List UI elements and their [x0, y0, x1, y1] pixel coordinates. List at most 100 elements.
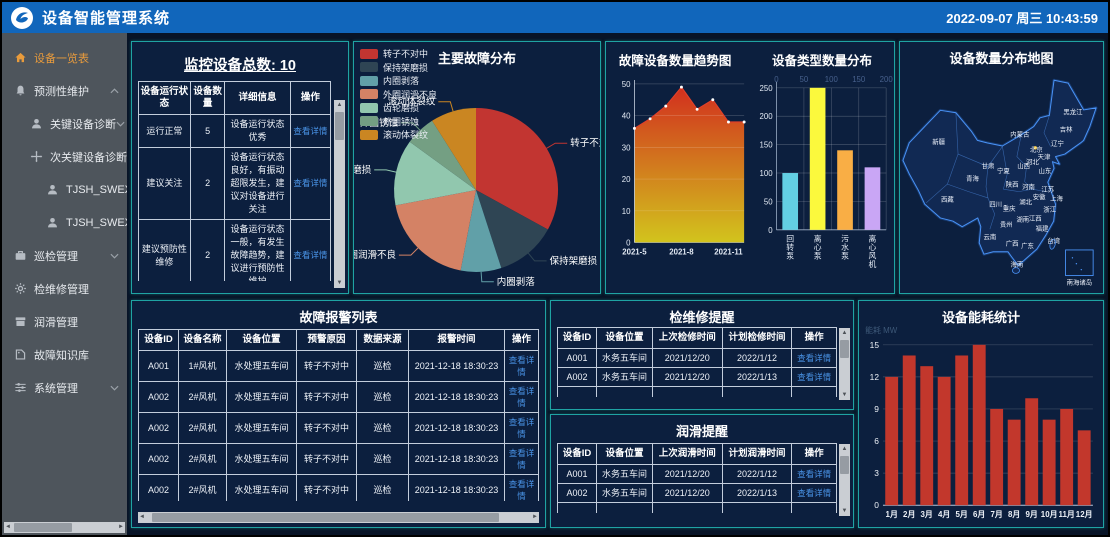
scroll-up-arrow-icon[interactable]: ▲	[336, 102, 343, 108]
scrollbar-track[interactable]	[12, 522, 117, 533]
scrollbar-thumb[interactable]	[151, 513, 499, 522]
bar[interactable]	[920, 366, 934, 506]
map-province-label[interactable]: 湖南	[1016, 215, 1029, 224]
sidebar-item-fault-knowledge-base[interactable]: 故障知识库	[2, 338, 127, 371]
map-province-label[interactable]: 内蒙古	[1010, 130, 1030, 139]
scroll-right-arrow-icon[interactable]: ►	[118, 524, 124, 530]
scroll-down-arrow-icon[interactable]: ▼	[336, 280, 343, 286]
map-province-label[interactable]: 安徽	[1033, 192, 1046, 201]
map-province-label[interactable]: 河北	[1026, 158, 1039, 166]
bar[interactable]	[990, 408, 1004, 506]
scroll-down-arrow-icon[interactable]: ▼	[841, 508, 848, 514]
map-province-label[interactable]: 宁夏	[997, 166, 1010, 175]
scroll-down-arrow-icon[interactable]: ▼	[841, 392, 848, 398]
map-province-label[interactable]: 四川	[989, 201, 1002, 209]
legend-item[interactable]: 转子不对中	[360, 47, 437, 61]
scrollbar-thumb[interactable]	[13, 523, 72, 532]
lubrication-table-scrollbar[interactable]: ▲ ▼	[839, 444, 850, 516]
scrollbar-track[interactable]	[146, 512, 531, 523]
map-province-label[interactable]: 福建	[1036, 223, 1049, 232]
map-province-label[interactable]: 甘肃	[982, 161, 995, 170]
map-province-label[interactable]: 贵州	[1000, 220, 1013, 229]
pie-slice[interactable]	[476, 190, 548, 268]
legend-item[interactable]: 内圈剥落	[360, 74, 437, 88]
maintenance-table-scrollbar[interactable]: ▲ ▼	[839, 328, 850, 400]
map-province-label[interactable]: 上海	[1050, 193, 1063, 202]
map-province-label[interactable]: 天津	[1038, 153, 1051, 161]
scroll-right-arrow-icon[interactable]: ►	[532, 514, 538, 520]
scrollbar-track[interactable]	[839, 338, 850, 390]
map-province-label[interactable]: 西藏	[941, 195, 954, 204]
bar[interactable]	[837, 150, 853, 230]
scrollbar-thumb[interactable]	[840, 340, 849, 358]
map-province-label[interactable]: 新疆	[932, 137, 945, 146]
sidebar-item-maintenance-management[interactable]: 检维修管理	[2, 272, 127, 305]
pie-slice[interactable]	[394, 141, 476, 206]
pie-slice[interactable]	[460, 190, 502, 272]
view-details-link[interactable]: 查看详情	[508, 479, 535, 501]
bar[interactable]	[1077, 430, 1091, 506]
bar[interactable]	[972, 344, 986, 506]
legend-item[interactable]: 滚动体裂纹	[360, 128, 437, 142]
bar[interactable]	[1025, 398, 1039, 506]
bar[interactable]	[864, 167, 881, 230]
map-province-label[interactable]: 重庆	[1003, 203, 1016, 212]
sidebar-item-lubrication-management[interactable]: 润滑管理	[2, 305, 127, 338]
sidebar-item-predictive-maintenance[interactable]: 预测性维护	[2, 74, 127, 107]
scroll-left-arrow-icon[interactable]: ◄	[5, 524, 11, 530]
bar[interactable]	[809, 87, 826, 230]
sidebar-item-device-tjsh-swex-2[interactable]: TJSH_SWEX_A00	[2, 206, 127, 239]
legend-item[interactable]: 齿轮磨损	[360, 101, 437, 115]
map-province-label[interactable]: 陕西	[1006, 180, 1019, 189]
scrollbar-track[interactable]	[839, 454, 850, 506]
pie-slice[interactable]	[476, 107, 559, 230]
scroll-up-arrow-icon[interactable]: ▲	[841, 446, 848, 452]
sidebar-horizontal-scrollbar[interactable]: ◄ ►	[4, 522, 125, 533]
monitor-table-scrollbar[interactable]: ▲ ▼	[334, 100, 345, 288]
map-province-label[interactable]: 广东	[1021, 241, 1034, 250]
bar[interactable]	[885, 376, 899, 506]
sidebar-item-sub-key-equipment-diagnosis[interactable]: 次关键设备诊断	[2, 140, 127, 173]
map-province-label[interactable]: 北京	[1030, 145, 1043, 154]
view-details-link[interactable]: 查看详情	[797, 353, 832, 363]
view-details-link[interactable]: 查看详情	[293, 125, 328, 136]
scroll-left-arrow-icon[interactable]: ◄	[139, 514, 145, 520]
pie-slice[interactable]	[395, 190, 477, 271]
map-province-label[interactable]: 山东	[1039, 166, 1052, 175]
bar[interactable]	[1007, 419, 1021, 506]
map-province-label[interactable]: 湖北	[1019, 197, 1032, 206]
sidebar-item-key-equipment-diagnosis[interactable]: 关键设备诊断	[2, 107, 127, 140]
legend-item[interactable]: 外圈润滑不良	[360, 88, 437, 102]
bar[interactable]	[1060, 408, 1074, 506]
scrollbar-track[interactable]	[334, 110, 345, 278]
map-province-label[interactable]: 江西	[1029, 214, 1042, 222]
view-details-link[interactable]: 查看详情	[508, 355, 535, 377]
legend-item[interactable]: 外圈锈蚀	[360, 115, 437, 129]
map-province-label[interactable]: 山西	[1017, 161, 1030, 170]
view-details-link[interactable]: 查看详情	[797, 488, 832, 498]
map-province-label[interactable]: 云南	[983, 232, 996, 241]
map-province-label[interactable]: 浙江	[1043, 205, 1056, 214]
view-details-link[interactable]: 查看详情	[293, 178, 328, 188]
map-province-label[interactable]: 辽宁	[1051, 138, 1064, 147]
map-province-label[interactable]: 广西	[1006, 238, 1019, 247]
map-province-label[interactable]: 江苏	[1041, 185, 1054, 194]
legend-item[interactable]: 保持架磨损	[360, 61, 437, 75]
map-province-label[interactable]: 青海	[966, 173, 979, 182]
alarm-table-scrollbar[interactable]: ◄ ►	[138, 512, 539, 523]
scroll-up-arrow-icon[interactable]: ▲	[841, 330, 848, 336]
view-details-link[interactable]: 查看详情	[797, 469, 832, 479]
view-details-link[interactable]: 查看详情	[508, 386, 535, 408]
view-details-link[interactable]: 查看详情	[797, 372, 832, 382]
view-details-link[interactable]: 查看详情	[293, 250, 328, 260]
map-province-label[interactable]: 河南	[1022, 182, 1035, 191]
view-details-link[interactable]: 查看详情	[508, 417, 535, 439]
sidebar-item-equipment-overview[interactable]: 设备一览表	[2, 41, 127, 74]
pie-slice[interactable]	[409, 120, 476, 190]
sidebar-item-inspection-management[interactable]: 巡检管理	[2, 239, 127, 272]
bar[interactable]	[955, 355, 969, 506]
map-province-label[interactable]: 黑龙江	[1063, 107, 1083, 116]
map-province-label[interactable]: 台湾	[1047, 236, 1060, 245]
bar[interactable]	[1042, 419, 1056, 506]
scrollbar-thumb[interactable]	[335, 112, 344, 140]
